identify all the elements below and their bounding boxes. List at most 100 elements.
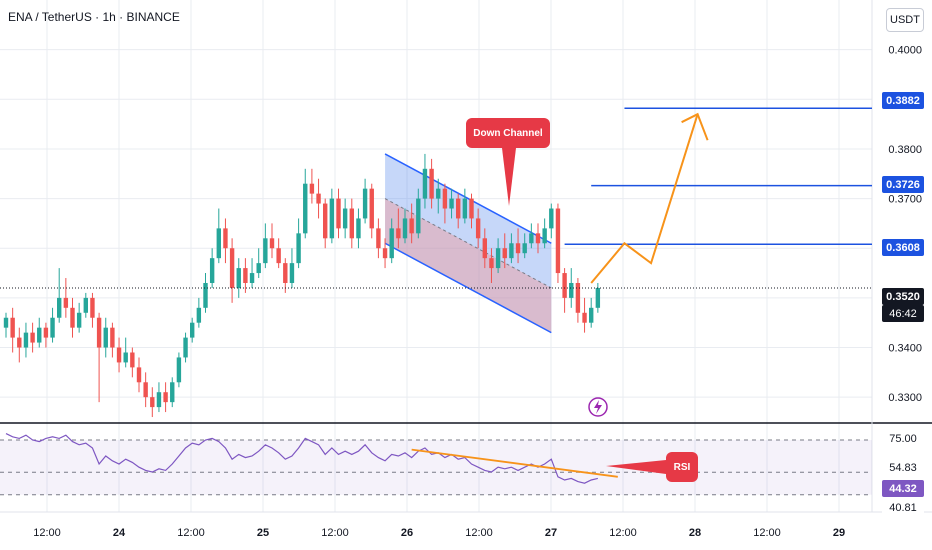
countdown-tag: 46:42 — [882, 305, 924, 322]
candle-body — [509, 243, 514, 259]
candle-body — [76, 312, 82, 328]
price-axis-label: 0.3300 — [888, 392, 922, 404]
candle-body — [150, 397, 155, 408]
candle-body — [495, 248, 501, 269]
rsi-label-value: 54.83 — [882, 459, 924, 476]
candle-body — [203, 282, 208, 308]
time-axis-label: 12:00 — [321, 527, 349, 539]
channel-lower-fill — [385, 198, 552, 333]
candle-body — [190, 322, 195, 338]
candle-body — [436, 188, 441, 199]
time-axis-label: 12:00 — [177, 527, 205, 539]
candle-body — [209, 258, 215, 283]
candle-body — [90, 297, 95, 318]
candle-body — [309, 183, 315, 194]
time-axis-label: 26 — [401, 527, 413, 539]
last-price-tag: 0.3520 — [882, 288, 924, 305]
currency-button[interactable]: USDT — [886, 8, 924, 32]
level-tag-2: 0.3726 — [882, 176, 924, 193]
candle-body — [549, 208, 554, 229]
rsi-label-upper: 75.00 — [882, 430, 924, 447]
candle-body — [96, 317, 102, 348]
candle-body — [269, 238, 275, 249]
candle-body — [396, 228, 401, 239]
time-axis-label: 27 — [545, 527, 557, 539]
rsi-label-lower: 40.81 — [882, 499, 924, 516]
rsi-divergence-line — [411, 448, 618, 478]
channel-upper-line — [384, 153, 552, 244]
candle-body — [535, 233, 541, 244]
candle-body — [30, 332, 35, 343]
candle-body — [422, 168, 428, 199]
level-tag-3: 0.3608 — [882, 239, 924, 256]
candle-body — [356, 218, 361, 239]
candle-body — [582, 312, 587, 323]
candle-body — [263, 238, 268, 264]
projection-arrowhead — [681, 112, 709, 141]
time-axis-label: 12:00 — [609, 527, 637, 539]
price-axis-label: 0.3700 — [888, 194, 922, 206]
candle-body — [409, 218, 414, 234]
candle-body — [23, 332, 29, 348]
price-axis-label: 0.3800 — [888, 144, 922, 156]
candle-body — [529, 233, 534, 244]
down-channel-pointer — [502, 148, 516, 206]
candle-body — [442, 188, 448, 209]
candle-body — [369, 188, 374, 229]
candle-body — [456, 198, 461, 219]
candle-body — [57, 297, 62, 318]
candle-body — [329, 198, 335, 239]
candle-body — [469, 198, 474, 219]
lightning-bolt-icon — [594, 400, 602, 414]
channel-mid-line — [384, 198, 552, 289]
candle-body — [349, 208, 354, 239]
candle-body — [595, 287, 601, 308]
level-tag-1: 0.3882 — [882, 92, 924, 109]
candle-body — [489, 258, 494, 269]
candle-body — [183, 337, 188, 358]
candle-body — [475, 218, 481, 239]
candle-body — [562, 273, 567, 298]
candle-body — [216, 228, 221, 259]
candle-body — [196, 307, 202, 323]
price-axis-label: 0.4000 — [888, 45, 922, 57]
candle-body — [515, 243, 521, 254]
chart-title: ENA / TetherUS · 1h · BINANCE — [8, 10, 180, 24]
candle-body — [176, 357, 182, 383]
candle-body — [316, 193, 321, 204]
time-axis-label: 12:00 — [465, 527, 493, 539]
candle-body — [156, 392, 162, 408]
candle-body — [569, 282, 574, 298]
candle-body — [276, 248, 281, 264]
candle-body — [296, 233, 301, 264]
candle-body — [416, 198, 421, 234]
candle-body — [542, 228, 547, 244]
candle-body — [83, 297, 88, 313]
candle-body — [123, 352, 128, 363]
candle-body — [17, 337, 22, 348]
candle-body — [236, 268, 241, 288]
candle-body — [143, 382, 148, 398]
candle-body — [449, 198, 454, 209]
down-channel-callout: Down Channel — [466, 118, 550, 148]
candle-body — [555, 208, 561, 274]
candle-body — [163, 392, 168, 403]
rsi-pointer — [606, 460, 666, 474]
candle-body — [103, 327, 108, 348]
candle-body — [110, 327, 115, 348]
candle-body — [389, 228, 394, 259]
candle-body — [136, 367, 142, 383]
candle-body — [170, 382, 175, 403]
candle-body — [130, 352, 135, 368]
rsi-band — [0, 440, 872, 495]
candle-body — [3, 317, 9, 328]
time-axis-label: 25 — [257, 527, 269, 539]
candle-body — [223, 228, 228, 249]
candle-body — [376, 228, 381, 249]
rsi-callout: RSI — [666, 452, 698, 482]
candle-body — [63, 297, 69, 308]
rsi-line — [5, 433, 598, 484]
candle-body — [429, 168, 434, 199]
candle-body — [522, 243, 527, 254]
